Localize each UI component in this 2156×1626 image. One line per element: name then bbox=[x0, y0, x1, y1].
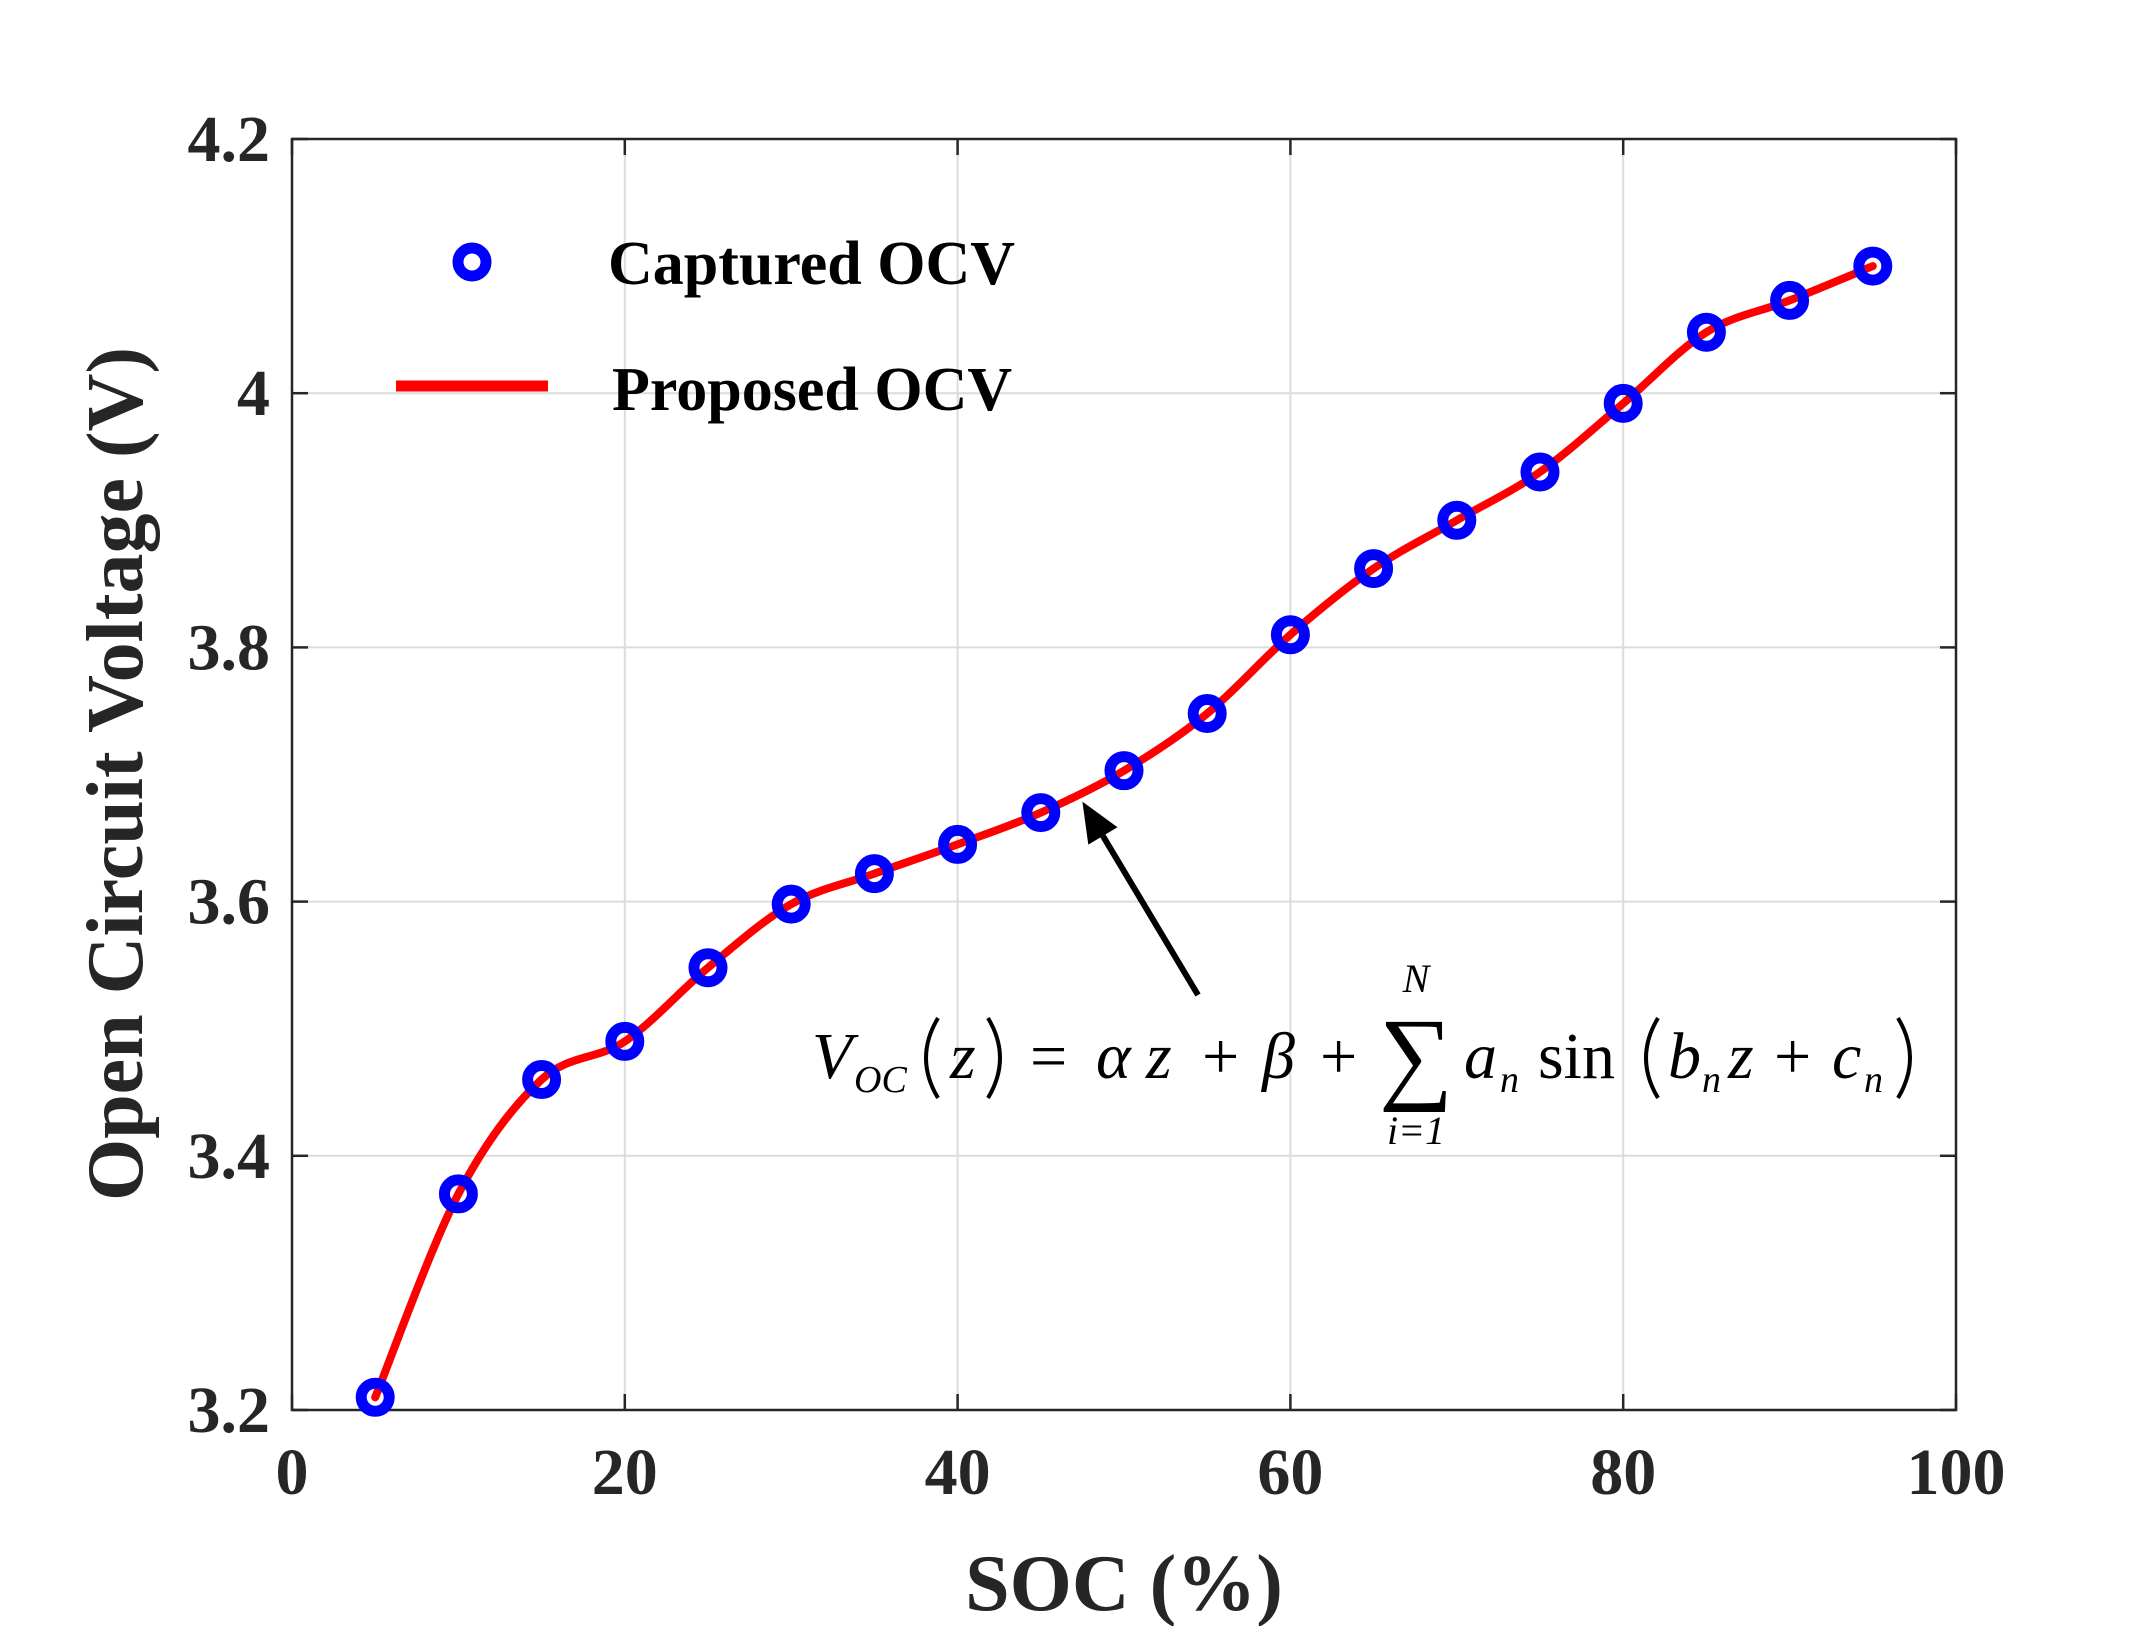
legend-label-proposed: Proposed OCV bbox=[612, 356, 1012, 424]
captured-ocv-point bbox=[522, 1060, 562, 1100]
y-tick-label: 4 bbox=[237, 357, 270, 430]
captured-ocv-point bbox=[854, 854, 894, 894]
x-tick-label: 80 bbox=[1590, 1436, 1656, 1509]
captured-ocv-point bbox=[1270, 615, 1310, 655]
captured-ocv-point bbox=[1853, 246, 1893, 286]
captured-ocv-point bbox=[438, 1174, 478, 1214]
captured-ocv-point bbox=[605, 1021, 645, 1061]
eq-b-subscript: n bbox=[1702, 1059, 1721, 1101]
eq-plus-3: + bbox=[1774, 1020, 1811, 1093]
x-tick-labels: 0 20 40 60 80 100 bbox=[276, 1436, 2006, 1509]
eq-sum-lower: i=1 bbox=[1387, 1108, 1445, 1153]
x-tick-label: 0 bbox=[276, 1436, 309, 1509]
y-tick-label: 3.4 bbox=[188, 1120, 271, 1193]
eq-z3: z bbox=[1727, 1020, 1754, 1093]
y-axis-title: Open Circuit Voltage (V) bbox=[72, 347, 160, 1201]
y-tick-label: 3.8 bbox=[188, 611, 271, 684]
captured-ocv-point bbox=[1104, 751, 1144, 791]
eq-sin: sin bbox=[1538, 1020, 1615, 1093]
x-tick-label: 60 bbox=[1257, 1436, 1323, 1509]
eq-right-paren bbox=[986, 1016, 1002, 1100]
y-tick-label: 3.6 bbox=[188, 866, 271, 939]
captured-ocv-point bbox=[1603, 383, 1643, 423]
eq-equals: = bbox=[1030, 1020, 1067, 1093]
eq-c: c bbox=[1832, 1020, 1861, 1093]
y-tick-labels: 3.2 3.4 3.6 3.8 4 4.2 bbox=[188, 103, 271, 1447]
eq-a: a bbox=[1464, 1020, 1497, 1093]
captured-ocv-point bbox=[938, 824, 978, 864]
annotation-arrow bbox=[1082, 801, 1201, 997]
eq-oc-subscript: OC bbox=[854, 1059, 907, 1101]
eq-z: z bbox=[949, 1020, 976, 1093]
captured-ocv-point bbox=[1686, 312, 1726, 352]
x-axis-title: SOC (%) bbox=[965, 1540, 1283, 1626]
x-tick-label: 20 bbox=[592, 1436, 658, 1509]
captured-ocv-point bbox=[1770, 280, 1810, 320]
eq-b: b bbox=[1668, 1020, 1701, 1093]
x-tick-label: 100 bbox=[1907, 1436, 2006, 1509]
annotation-arrow-shaft bbox=[1100, 834, 1201, 997]
axis-ticks bbox=[290, 137, 1958, 1412]
eq-left-paren bbox=[924, 1016, 940, 1100]
eq-c-subscript: n bbox=[1864, 1059, 1883, 1101]
legend: Captured OCV Proposed OCV bbox=[396, 230, 1015, 424]
legend-label-captured: Captured OCV bbox=[608, 230, 1015, 298]
plot-frame bbox=[290, 137, 1958, 1412]
eq-alpha: α bbox=[1096, 1020, 1132, 1093]
annotation-arrow-head bbox=[1082, 801, 1118, 845]
legend-marker-captured bbox=[452, 242, 492, 282]
eq-v: V bbox=[812, 1020, 859, 1093]
captured-ocv-point bbox=[771, 884, 811, 924]
equation-annotation: V OC z = α z + β + N ∑ i=1 a n sin b n z… bbox=[812, 956, 1912, 1153]
y-tick-label: 4.2 bbox=[188, 103, 271, 176]
eq-plus-1: + bbox=[1202, 1020, 1239, 1093]
eq-sum-upper: N bbox=[1402, 956, 1432, 1001]
captured-ocv-point bbox=[1354, 549, 1394, 589]
eq-right-paren-2 bbox=[1896, 1016, 1912, 1100]
eq-z2: z bbox=[1145, 1020, 1172, 1093]
eq-sigma: ∑ bbox=[1379, 998, 1453, 1113]
captured-ocv-point bbox=[355, 1377, 395, 1417]
x-tick-label: 40 bbox=[925, 1436, 991, 1509]
eq-a-subscript: n bbox=[1500, 1059, 1519, 1101]
grid bbox=[292, 139, 1956, 1410]
captured-ocv-point bbox=[1437, 500, 1477, 540]
series-layer bbox=[355, 246, 1893, 1417]
captured-ocv-point bbox=[688, 948, 728, 988]
eq-plus-2: + bbox=[1320, 1020, 1357, 1093]
y-tick-label: 3.2 bbox=[188, 1374, 271, 1447]
eq-left-paren-2 bbox=[1644, 1016, 1660, 1100]
captured-ocv-point bbox=[1021, 793, 1061, 833]
captured-ocv-point bbox=[1187, 693, 1227, 733]
captured-ocv-point bbox=[1520, 452, 1560, 492]
eq-beta: β bbox=[1260, 1020, 1295, 1093]
